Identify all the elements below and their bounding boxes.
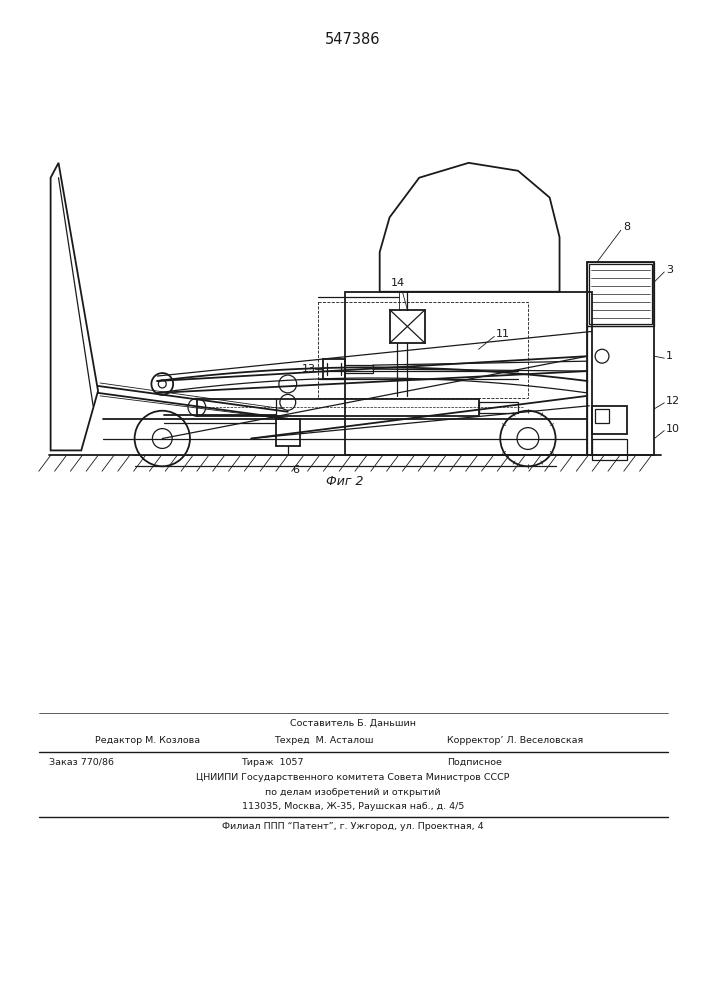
Text: Редактор М. Козлова: Редактор М. Козлова bbox=[95, 736, 200, 745]
Text: 6: 6 bbox=[292, 465, 299, 475]
Text: Заказ 770/86: Заказ 770/86 bbox=[49, 758, 114, 767]
Bar bbox=[595, 409, 609, 423]
Polygon shape bbox=[51, 163, 98, 450]
Bar bbox=[390, 310, 425, 343]
Bar bbox=[479, 402, 518, 413]
Text: Корректор’ Л. Веселовская: Корректор’ Л. Веселовская bbox=[447, 736, 583, 745]
Bar bbox=[345, 365, 373, 373]
Bar bbox=[323, 359, 345, 379]
Bar bbox=[592, 406, 626, 434]
Bar bbox=[588, 262, 655, 455]
Bar bbox=[197, 399, 479, 416]
Bar bbox=[589, 264, 653, 324]
Text: Филиал ППП “Патент”, г. Ужгород, ул. Проектная, 4: Филиал ППП “Патент”, г. Ужгород, ул. Про… bbox=[222, 822, 484, 831]
Text: 1: 1 bbox=[666, 351, 673, 361]
Text: 14: 14 bbox=[390, 278, 404, 288]
Text: Фиг 2: Фиг 2 bbox=[327, 475, 364, 488]
Text: 13: 13 bbox=[301, 364, 315, 374]
Text: 11: 11 bbox=[496, 329, 510, 339]
Bar bbox=[318, 302, 528, 398]
Text: ЦНИИПИ Государственного комитета Совета Министров СССР: ЦНИИПИ Государственного комитета Совета … bbox=[197, 773, 510, 782]
Text: 10: 10 bbox=[666, 424, 680, 434]
Bar bbox=[588, 262, 655, 326]
Text: 3: 3 bbox=[666, 265, 673, 275]
Text: 113035, Москва, Ж-35, Раушская наб., д. 4/5: 113035, Москва, Ж-35, Раушская наб., д. … bbox=[242, 802, 464, 811]
Text: Тираж  1057: Тираж 1057 bbox=[241, 758, 304, 767]
Text: Подписное: Подписное bbox=[447, 758, 502, 767]
Bar bbox=[592, 439, 626, 460]
Bar bbox=[345, 292, 592, 455]
Text: 547386: 547386 bbox=[325, 32, 381, 47]
Text: Техред  М. Асталош: Техред М. Асталош bbox=[274, 736, 373, 745]
Text: по делам изобретений и открытий: по делам изобретений и открытий bbox=[265, 788, 441, 797]
Text: 12: 12 bbox=[666, 396, 680, 406]
Text: Составитель Б. Даньшин: Составитель Б. Даньшин bbox=[290, 718, 416, 727]
Polygon shape bbox=[380, 163, 559, 292]
Text: 8: 8 bbox=[623, 222, 630, 232]
